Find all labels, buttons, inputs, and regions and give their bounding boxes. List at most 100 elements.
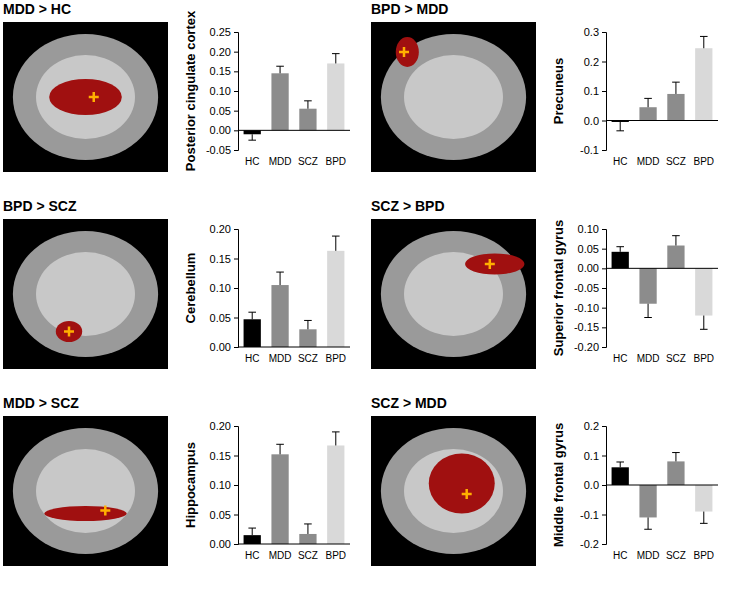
activation-cluster: [44, 506, 127, 521]
y-axis: 0.000.050.100.150.20: [210, 223, 239, 353]
y-tick-label: -0.10: [574, 302, 599, 314]
brain-tissue: [13, 34, 158, 160]
x-axis-line: [238, 347, 350, 348]
y-tick-label: 0.1: [584, 450, 599, 462]
x-tick-label: BPD: [326, 550, 347, 561]
y-tick: 0.05: [210, 312, 238, 324]
y-tick-mark: [602, 32, 606, 33]
x-tick-label: SCZ: [298, 550, 318, 561]
peak-marker: [399, 47, 409, 57]
y-tick: 0.00: [210, 538, 238, 550]
x-tick-label: SCZ: [666, 156, 686, 167]
y-tick-mark: [234, 426, 238, 427]
activation-cluster: [429, 454, 495, 514]
y-tick-label: 0.0: [584, 115, 599, 127]
x-tick-label: BPD: [694, 156, 715, 167]
image-background: [371, 22, 536, 172]
error-bar: [248, 134, 256, 140]
y-tick: -0.2: [580, 538, 606, 550]
brain-image: [3, 219, 168, 369]
y-tick: -0.1: [580, 509, 606, 521]
y-tick: 0.10: [210, 282, 238, 294]
y-tick-mark: [234, 150, 238, 151]
x-tick-label: MDD: [269, 550, 292, 561]
y-tick-label: 0.05: [210, 312, 231, 324]
y-tick-mark: [234, 515, 238, 516]
y-axis: 0.000.050.100.150.20: [210, 420, 239, 550]
panel: MDD > HC-0.050.000.050.100.150.200.25Pos…: [3, 1, 350, 172]
y-tick: 0.20: [210, 223, 238, 235]
bar: [244, 130, 261, 134]
brain-image: [3, 22, 168, 172]
y-tick-mark: [234, 347, 238, 348]
y-tick: 0.2: [584, 56, 606, 68]
y-tick: 0.0: [584, 115, 606, 127]
x-tick-label: MDD: [269, 156, 292, 167]
y-tick-label: 0.15: [210, 65, 231, 77]
error-bar: [304, 524, 312, 534]
x-tick-label: SCZ: [298, 353, 318, 364]
panel: SCZ > MDD-0.2-0.10.00.10.2Middle frontal…: [371, 395, 718, 566]
brain-tissue: [381, 428, 526, 554]
y-tick-mark: [234, 544, 238, 545]
error-bar: [644, 517, 652, 529]
plot-area: [244, 432, 345, 544]
y-tick: 0.05: [578, 243, 606, 255]
y-tick-mark: [602, 249, 606, 250]
panel-title: BPD > SCZ: [3, 198, 77, 214]
y-axis: -0.20-0.15-0.10-0.050.000.050.10: [574, 223, 607, 353]
y-axis: -0.2-0.10.00.10.2: [580, 420, 606, 550]
y-tick-label: -0.15: [574, 321, 599, 333]
brain-image: [371, 416, 536, 566]
y-tick: -0.1: [580, 144, 606, 156]
x-axis-line: [238, 544, 350, 545]
peak-marker: [64, 327, 74, 337]
y-axis-line: [602, 230, 607, 348]
x-tick-label: MDD: [637, 550, 660, 561]
x-tick-label: SCZ: [666, 550, 686, 561]
x-tick-label: MDD: [269, 353, 292, 364]
y-tick: 0.10: [578, 223, 606, 235]
bar: [327, 445, 344, 544]
y-tick-mark: [234, 456, 238, 457]
y-tick-label: -0.1: [580, 509, 599, 521]
brain-tissue: [13, 231, 158, 357]
figure: MDD > HC-0.050.000.050.100.150.200.25Pos…: [0, 0, 729, 591]
brain-image: [371, 219, 536, 369]
y-tick: 0.05: [210, 509, 238, 521]
bar: [639, 268, 656, 303]
y-tick-label: 0.00: [210, 341, 231, 353]
y-axis-title: Hippocampus: [183, 442, 198, 528]
bar: [695, 48, 712, 120]
y-axis-title: Posterior cingulate cortex: [183, 10, 198, 171]
activation-cluster: [396, 37, 419, 67]
panel: SCZ > BPD-0.20-0.15-0.10-0.050.000.050.1…: [371, 198, 718, 369]
x-tick-label: HC: [613, 156, 627, 167]
error-bar: [332, 54, 340, 64]
panel-title: SCZ > MDD: [371, 395, 447, 411]
y-tick-mark: [602, 327, 606, 328]
y-tick-label: 0.00: [210, 538, 231, 550]
x-axis-line: [238, 130, 350, 131]
y-tick-label: 0.25: [210, 26, 231, 38]
bar: [639, 485, 656, 517]
x-tick-label: BPD: [326, 353, 347, 364]
activation-cluster: [49, 79, 122, 115]
y-tick-mark: [234, 229, 238, 230]
y-tick: 0.10: [210, 85, 238, 97]
y-tick-label: 0.0: [584, 479, 599, 491]
error-bar: [248, 312, 256, 319]
x-tick-label: SCZ: [666, 353, 686, 364]
y-tick-label: 0.05: [210, 509, 231, 521]
image-background: [3, 416, 168, 566]
y-tick-mark: [234, 32, 238, 33]
y-tick: 0.00: [578, 262, 606, 274]
y-axis-line: [602, 427, 607, 545]
y-tick-label: 0.10: [578, 223, 599, 235]
y-tick: -0.05: [574, 282, 606, 294]
bar: [639, 107, 656, 120]
x-tick-label: MDD: [637, 353, 660, 364]
bar: [695, 485, 712, 512]
bar: [695, 268, 712, 315]
bar: [327, 251, 344, 347]
